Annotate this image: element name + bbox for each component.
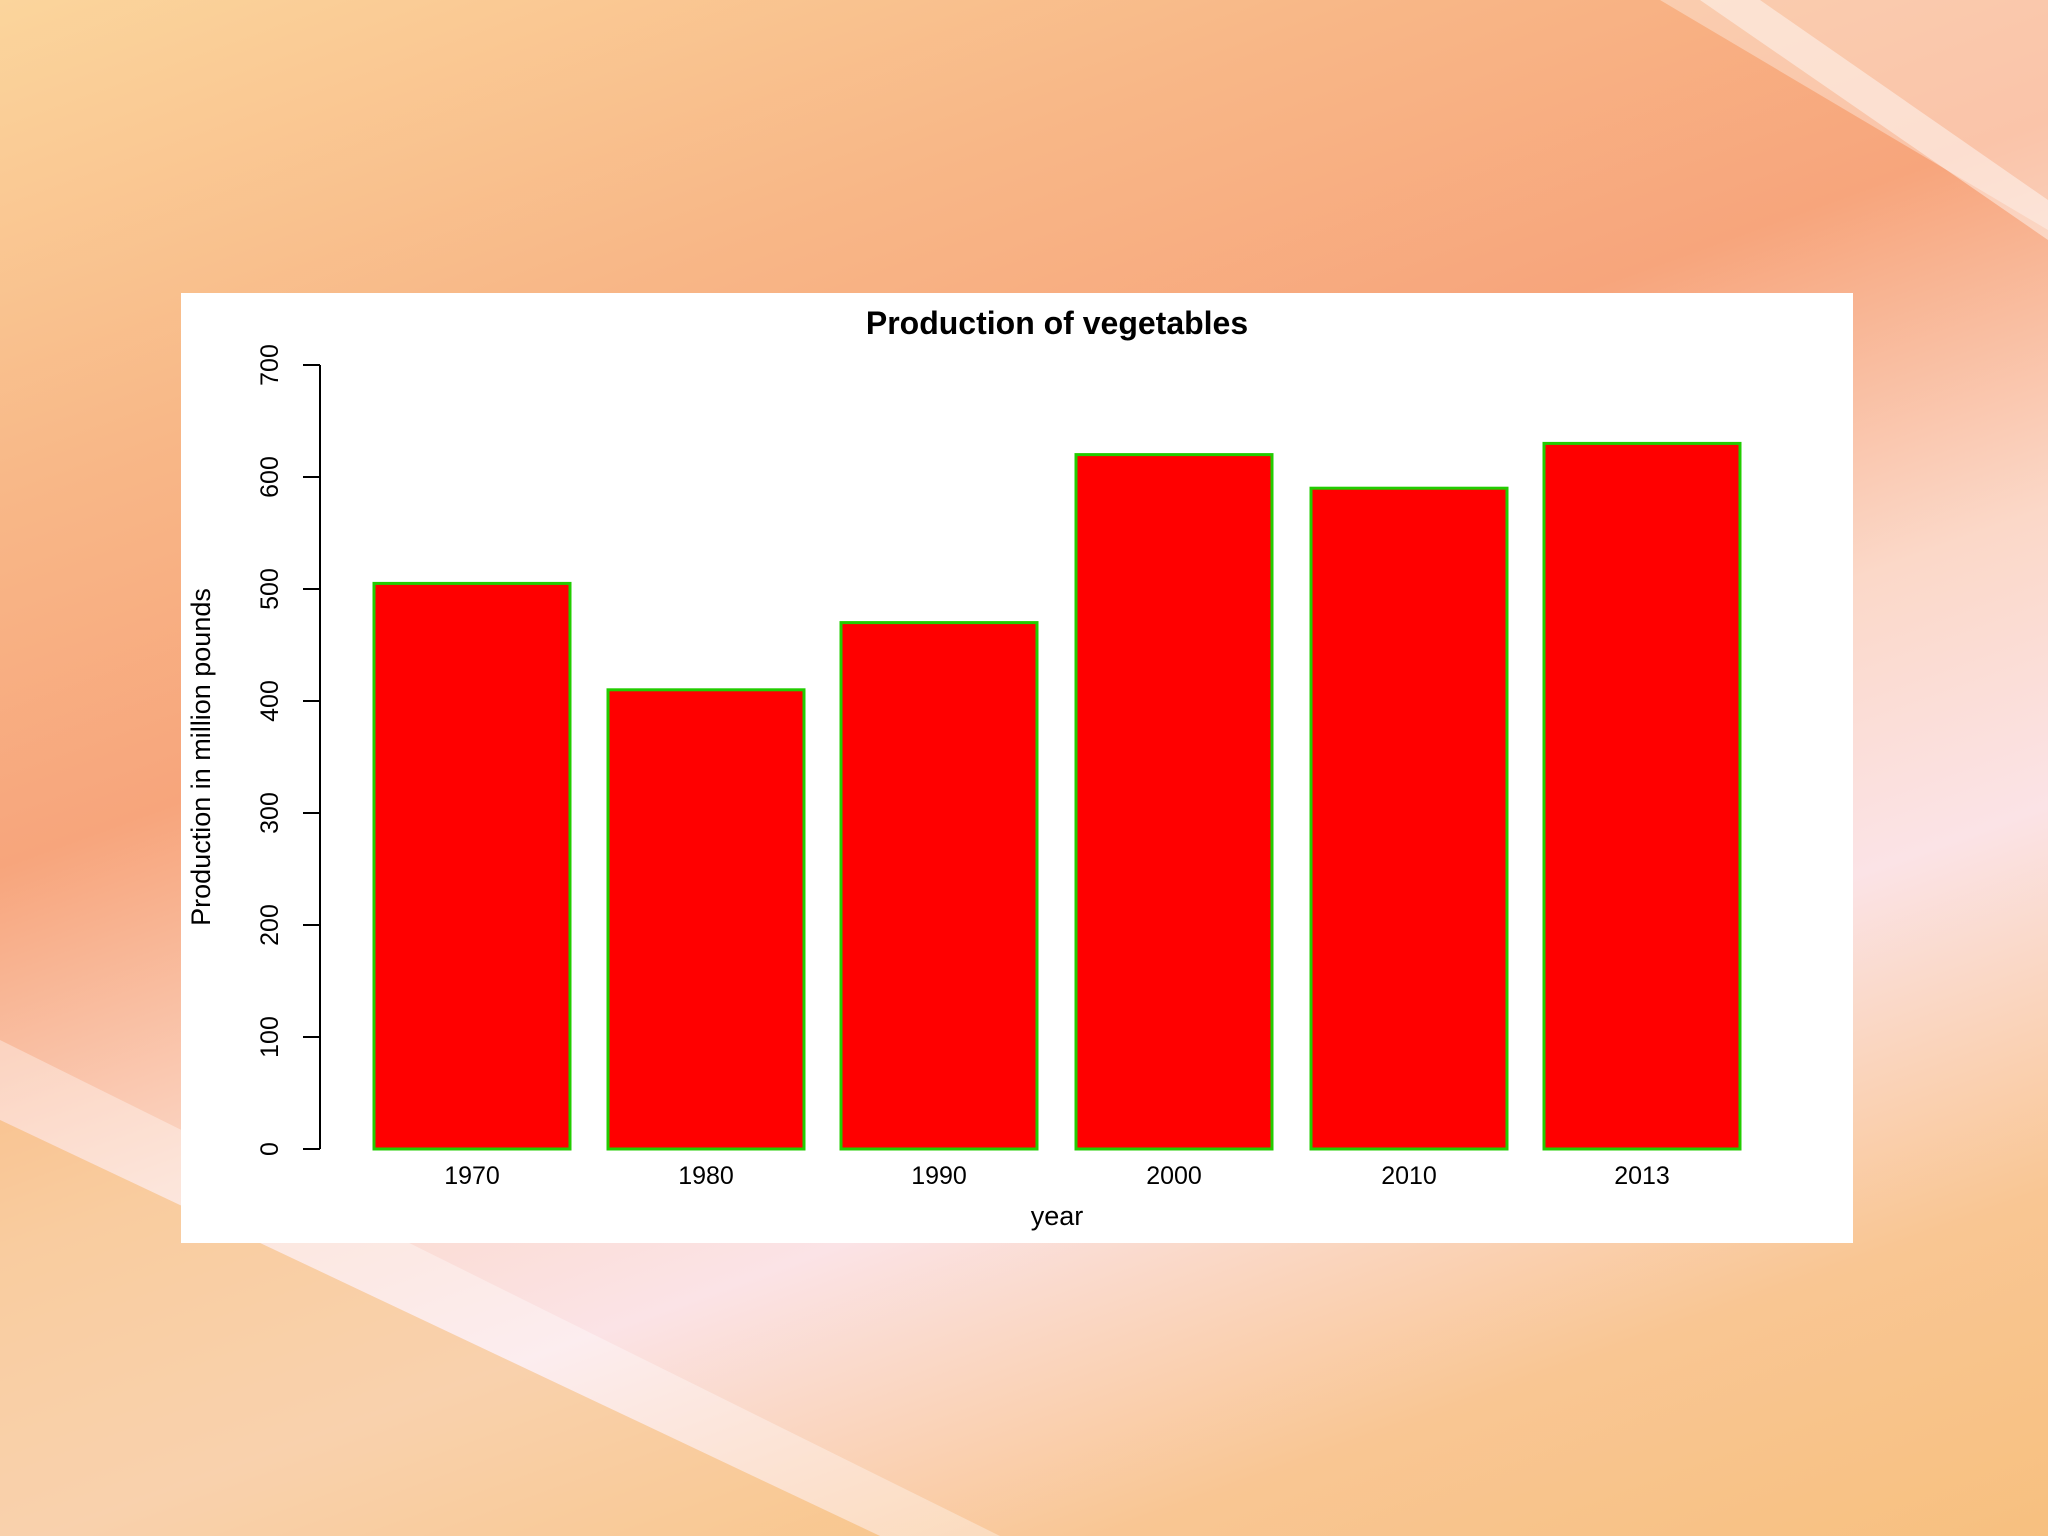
bar-1980 [606,688,806,1151]
y-tick-label: 700 [256,344,284,386]
y-tick-label: 0 [256,1142,284,1156]
bar-1970 [372,581,572,1151]
x-tick-label-1980: 1980 [678,1162,734,1190]
x-tick-label-2010: 2010 [1381,1162,1437,1190]
bar-1990 [839,621,1039,1151]
y-tick-label: 600 [256,456,284,498]
x-axis-labels: 1970 1980 1990 2000 2010 2013 [444,1162,1670,1190]
x-axis-title: year [1031,1201,1084,1231]
x-tick-label-2000: 2000 [1146,1162,1202,1190]
bar-2013 [1542,441,1742,1151]
chart-title: Production of vegetables [866,305,1248,341]
y-tick-label: 200 [256,904,284,946]
y-tick-label: 500 [256,568,284,610]
x-tick-label-2013: 2013 [1614,1162,1670,1190]
x-tick-label-1970: 1970 [444,1162,500,1190]
y-axis-ticks: 0 100 200 300 400 500 600 700 [256,344,320,1156]
bars-group [372,441,1742,1151]
chart-panel: Production of vegetables 0 100 200 300 400 50… [181,293,1853,1243]
y-axis-title: Production in million pounds [186,588,216,926]
y-tick-label: 300 [256,792,284,834]
bar-2010 [1309,486,1509,1151]
x-tick-label-1990: 1990 [911,1162,967,1190]
y-tick-label: 400 [256,680,284,722]
y-tick-label: 100 [256,1016,284,1058]
bar-chart: Production of vegetables 0 100 200 300 400 50… [186,305,1742,1231]
bar-2000 [1074,453,1274,1151]
